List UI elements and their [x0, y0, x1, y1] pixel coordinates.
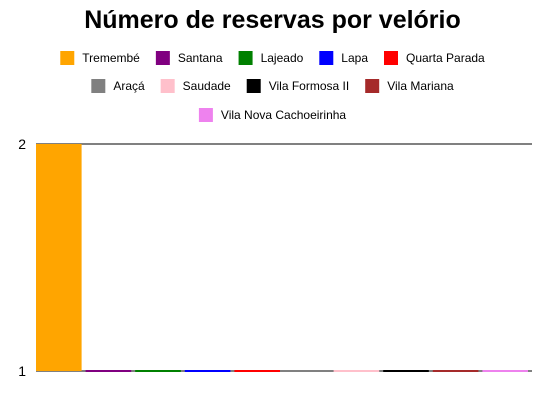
legend-swatch — [384, 51, 398, 65]
bar — [135, 370, 181, 372]
bar — [482, 370, 528, 372]
legend-swatch — [198, 108, 213, 122]
legend-label: Lapa — [341, 51, 368, 65]
legend-label: Santana — [178, 51, 223, 65]
chart-title: Número de reservas por velório — [84, 6, 461, 34]
legend-swatch — [246, 79, 261, 93]
legend-swatch — [91, 79, 106, 93]
legend-label: Quarta Parada — [406, 51, 485, 65]
legend-label: Vila Mariana — [387, 79, 454, 93]
legend-swatch — [160, 79, 175, 93]
legend-label: Vila Nova Cachoeirinha — [221, 108, 347, 122]
legend-swatch — [155, 51, 170, 65]
bar — [36, 144, 82, 371]
bar — [184, 370, 231, 372]
legend-label: Lajeado — [261, 51, 304, 65]
bar — [284, 370, 330, 372]
legend-swatch — [365, 79, 380, 93]
legend-swatch — [238, 51, 253, 65]
y-tick-label: 1 — [18, 363, 26, 379]
legend-label: Tremembé — [82, 51, 140, 65]
bar — [85, 370, 132, 372]
bar — [234, 370, 280, 372]
bar — [383, 370, 429, 372]
legend-swatch — [60, 51, 75, 65]
legend-label: Araçá — [113, 79, 145, 93]
bar — [432, 370, 479, 372]
legend-swatch — [319, 51, 334, 65]
bar — [333, 370, 380, 372]
legend-label: Saudade — [183, 79, 231, 93]
y-tick-label: 2 — [18, 136, 26, 152]
legend-label: Vila Formosa II — [269, 79, 349, 93]
